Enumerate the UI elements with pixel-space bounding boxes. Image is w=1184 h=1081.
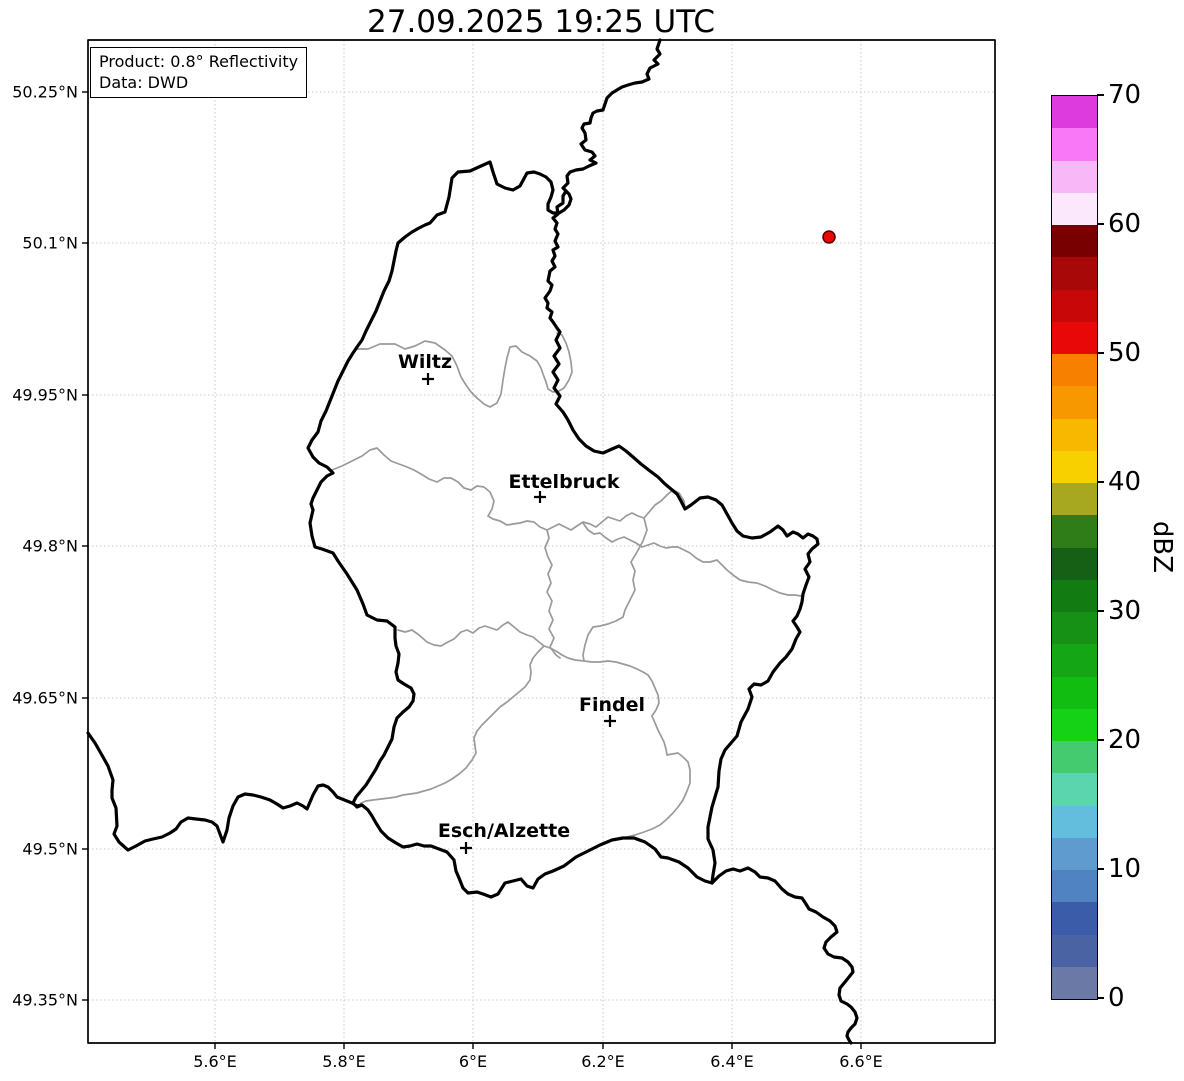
- city-label: Esch/Alzette: [437, 820, 571, 842]
- colorbar-cell: [1052, 192, 1097, 225]
- colorbar-tick-mark: [1097, 868, 1104, 870]
- colorbar-tick-label: 10: [1108, 854, 1142, 884]
- colorbar-unit-label: dBZ: [1147, 520, 1177, 574]
- country-border-moselle-south: [710, 866, 859, 1045]
- colorbar-cell: [1052, 160, 1097, 193]
- colorbar: [1051, 95, 1098, 1000]
- colorbar-cell: [1052, 805, 1097, 838]
- x-tick-label: 6.2°E: [581, 1052, 625, 1071]
- y-tick-label: 49.95°N: [12, 385, 78, 405]
- colorbar-tick-label: 50: [1108, 338, 1142, 368]
- district-border-diekirch: [331, 447, 686, 531]
- x-tick-label: 5.6°E: [193, 1052, 237, 1071]
- y-tick-label: 49.8°N: [22, 536, 78, 556]
- colorbar-cell: [1052, 708, 1097, 741]
- axes-frame: [87, 39, 996, 1044]
- colorbar-cell: [1052, 321, 1097, 354]
- radar-echo-dot: [822, 230, 836, 244]
- colorbar-cell: [1052, 934, 1097, 967]
- colorbar-cell: [1052, 450, 1097, 483]
- colorbar-cell: [1052, 676, 1097, 709]
- colorbar-cell: [1052, 772, 1097, 806]
- city-label: Ettelbruck: [508, 471, 620, 493]
- product-label: Product: 0.8° Reflectivity: [99, 52, 299, 71]
- country-border-luxembourg: [306, 160, 820, 899]
- colorbar-cell: [1052, 256, 1097, 290]
- colorbar-tick-mark: [1097, 997, 1104, 999]
- city-marker: [604, 715, 616, 727]
- x-tick-label: 6.6°E: [839, 1052, 883, 1071]
- colorbar-tick-mark: [1097, 223, 1104, 225]
- y-tick-label: 49.35°N: [12, 990, 78, 1010]
- colorbar-cell: [1052, 353, 1097, 387]
- figure-title: 27.09.2025 19:25 UTC: [367, 4, 715, 40]
- colorbar-tick-mark: [1097, 94, 1104, 96]
- colorbar-tick-label: 70: [1108, 80, 1142, 110]
- colorbar-cell: [1052, 127, 1097, 161]
- colorbar-tick-mark: [1097, 352, 1104, 354]
- colorbar-cell: [1052, 869, 1097, 903]
- colorbar-cell: [1052, 901, 1097, 935]
- colorbar-cell: [1052, 482, 1097, 516]
- colorbar-tick-label: 60: [1108, 209, 1142, 239]
- colorbar-cell: [1052, 289, 1097, 322]
- colorbar-cell: [1052, 837, 1097, 870]
- colorbar-cell: [1052, 966, 1097, 999]
- colorbar-cell: [1052, 418, 1097, 451]
- city-label: Findel: [578, 694, 646, 716]
- city-label: Wiltz: [397, 351, 453, 373]
- colorbar-tick-label: 0: [1108, 983, 1125, 1013]
- colorbar-cell: [1052, 224, 1097, 258]
- colorbar-cell: [1052, 740, 1097, 774]
- city-marker: [460, 842, 472, 854]
- district-border-east-vertical: [582, 517, 648, 662]
- colorbar-tick-label: 20: [1108, 725, 1142, 755]
- district-borders: [331, 332, 802, 838]
- district-border-center-vertical: [544, 529, 561, 659]
- border-layer: [86, 38, 996, 1045]
- colorbar-cell: [1052, 514, 1097, 548]
- district-border-south: [397, 621, 691, 838]
- colorbar-tick-label: 30: [1108, 596, 1142, 626]
- x-tick-label: 5.8°E: [322, 1052, 366, 1071]
- x-tick-label: 6°E: [458, 1052, 488, 1071]
- colorbar-cell: [1052, 611, 1097, 645]
- x-tick-label: 6.4°E: [710, 1052, 754, 1071]
- district-border-grevenmacher: [582, 522, 802, 597]
- city-marker: [534, 491, 546, 503]
- y-tick-label: 49.65°N: [12, 688, 78, 708]
- country-borders: [86, 38, 859, 1045]
- colorbar-tick-mark: [1097, 610, 1104, 612]
- district-border-capellen: [360, 645, 545, 804]
- colorbar-tick-mark: [1097, 481, 1104, 483]
- y-tick-label: 49.5°N: [22, 839, 78, 859]
- district-border-north: [356, 332, 573, 408]
- colorbar-tick-mark: [1097, 739, 1104, 741]
- colorbar-cell: [1052, 579, 1097, 612]
- colorbar-cell: [1052, 643, 1097, 677]
- colorbar-cell: [1052, 95, 1097, 129]
- colorbar-tick-label: 40: [1108, 467, 1142, 497]
- colorbar-cell: [1052, 385, 1097, 419]
- product-info-box: Product: 0.8° Reflectivity Data: DWD: [90, 47, 308, 99]
- country-border-our-north: [561, 38, 662, 193]
- colorbar-cell: [1052, 547, 1097, 580]
- y-tick-label: 50.1°N: [22, 233, 78, 253]
- marker-layer: [422, 230, 836, 854]
- city-marker: [422, 373, 434, 385]
- y-tick-label: 50.25°N: [12, 82, 78, 102]
- country-border-france-belgium: [86, 731, 363, 852]
- gridline-layer: [82, 40, 995, 1049]
- data-source-label: Data: DWD: [99, 73, 189, 93]
